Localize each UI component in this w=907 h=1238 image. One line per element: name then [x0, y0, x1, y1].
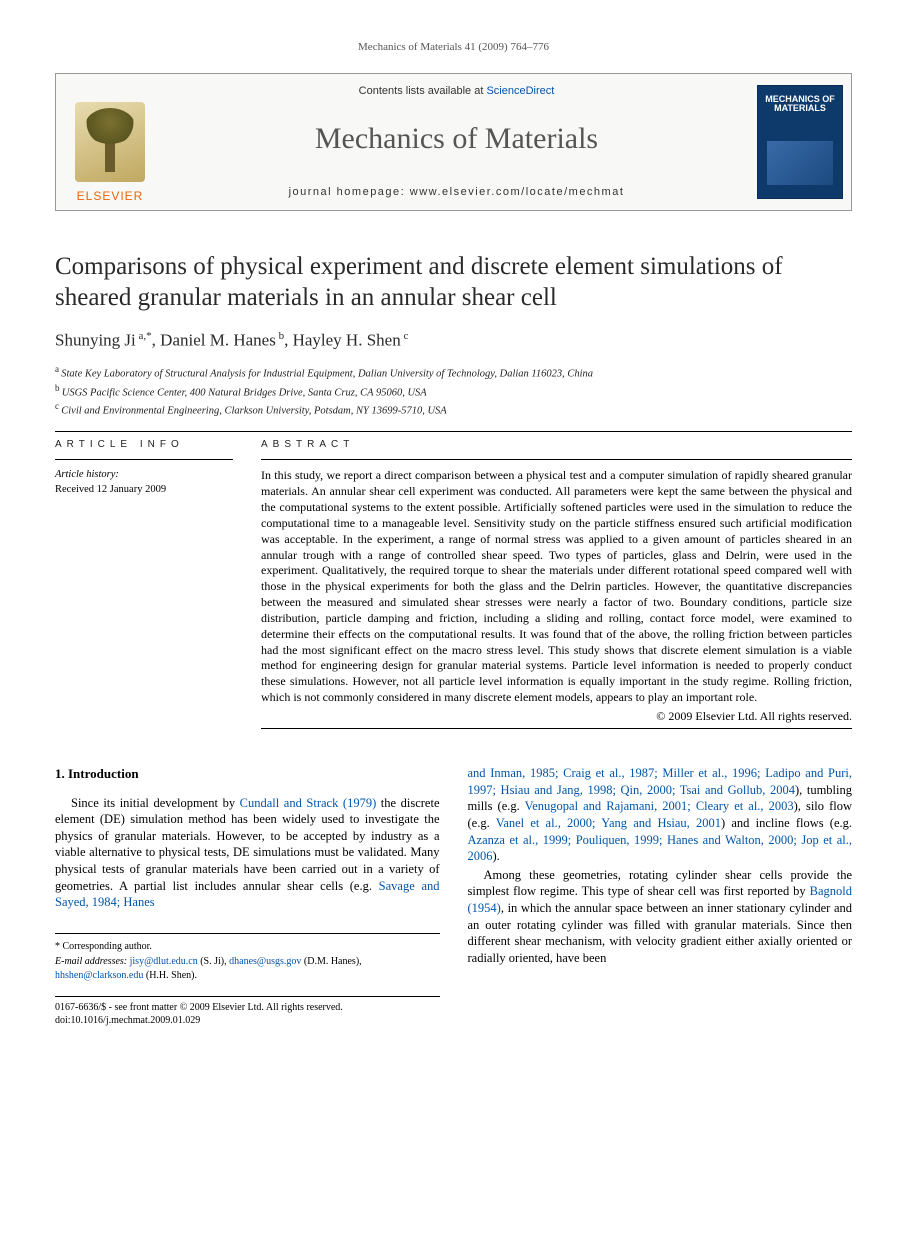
- contents-available-line: Contents lists available at ScienceDirec…: [359, 84, 555, 99]
- affiliation-text: USGS Pacific Science Center, 400 Natural…: [62, 387, 427, 398]
- email-link[interactable]: dhanes@usgs.gov: [229, 956, 301, 967]
- history-label: Article history:: [55, 468, 233, 482]
- cover-art-placeholder: [767, 141, 833, 185]
- journal-homepage-line: journal homepage: www.elsevier.com/locat…: [289, 185, 625, 200]
- intro-para-right-1: and Inman, 1985; Craig et al., 1987; Mil…: [468, 765, 853, 865]
- article-title: Comparisons of physical experiment and d…: [55, 251, 852, 314]
- body-text: ).: [493, 849, 500, 863]
- abstract-bottom-rule: [261, 728, 852, 729]
- article-info-head: ARTICLE INFO: [55, 438, 233, 452]
- abstract-rule: [261, 459, 852, 460]
- bottom-rule: [55, 996, 440, 997]
- email-addresses: E-mail addresses: jisy@dlut.edu.cn (S. J…: [55, 955, 440, 982]
- body-col-right: and Inman, 1985; Craig et al., 1987; Mil…: [468, 765, 853, 1027]
- author-affil-sup: b: [276, 330, 284, 342]
- citation-link[interactable]: Vanel et al., 2000; Yang and Hsiau, 2001: [496, 816, 721, 830]
- abstract-head: ABSTRACT: [261, 438, 852, 452]
- emails-label: E-mail addresses:: [55, 956, 127, 967]
- elsevier-tree-icon: [75, 102, 145, 182]
- cover-title-text: MECHANICS OF MATERIALS: [757, 95, 843, 114]
- authors-line: Shunying Ji a,*, Daniel M. Hanes b, Hayl…: [55, 329, 852, 353]
- publisher-name: ELSEVIER: [77, 188, 144, 204]
- email-owner: (H.H. Shen).: [143, 970, 197, 981]
- doi-line: doi:10.1016/j.mechmat.2009.01.029: [55, 1014, 440, 1027]
- doi-block: 0167-6636/$ - see front matter © 2009 El…: [55, 1001, 440, 1027]
- abstract-column: ABSTRACT In this study, we report a dire…: [261, 438, 852, 737]
- body-columns: 1. Introduction Since its initial develo…: [55, 765, 852, 1027]
- author-affil-sup: a,*: [136, 330, 152, 342]
- author-sep: ,: [284, 331, 293, 350]
- affiliations: a State Key Laboratory of Structural Ana…: [55, 363, 852, 419]
- citation-link[interactable]: Azanza et al., 1999; Pouliquen, 1999; Ha…: [468, 833, 853, 864]
- body-text: Among these geometries, rotating cylinde…: [468, 868, 853, 899]
- author-affil-sup: c: [401, 330, 409, 342]
- abstract-copyright: © 2009 Elsevier Ltd. All rights reserved…: [261, 708, 852, 724]
- section-title: Introduction: [68, 766, 139, 781]
- email-owner: (D.M. Hanes),: [301, 956, 361, 967]
- sciencedirect-link[interactable]: ScienceDirect: [486, 85, 554, 97]
- section-heading: 1. Introduction: [55, 765, 440, 783]
- journal-title: Mechanics of Materials: [315, 119, 598, 160]
- received-date: Received 12 January 2009: [55, 484, 166, 495]
- body-col-left: 1. Introduction Since its initial develo…: [55, 765, 440, 1027]
- divider-rule: [55, 431, 852, 432]
- masthead-center: Contents lists available at ScienceDirec…: [164, 74, 749, 210]
- author-name: Daniel M. Hanes: [160, 331, 276, 350]
- corresponding-author-note: * Corresponding author.: [55, 940, 440, 954]
- intro-para-left: Since its initial development by Cundall…: [55, 795, 440, 911]
- affiliation-line: c Civil and Environmental Engineering, C…: [55, 400, 852, 419]
- front-matter-line: 0167-6636/$ - see front matter © 2009 El…: [55, 1001, 440, 1014]
- citation-link[interactable]: Venugopal and Rajamani, 2001; Cleary et …: [525, 799, 794, 813]
- info-rule: [55, 459, 233, 460]
- affiliation-text: State Key Laboratory of Structural Analy…: [61, 368, 593, 379]
- affiliation-line: b USGS Pacific Science Center, 400 Natur…: [55, 382, 852, 401]
- info-abstract-row: ARTICLE INFO Article history: Received 1…: [55, 438, 852, 737]
- author-name: Shunying Ji: [55, 331, 136, 350]
- abstract-text: In this study, we report a direct compar…: [261, 468, 852, 705]
- affiliation-line: a State Key Laboratory of Structural Ana…: [55, 363, 852, 382]
- intro-para-right-2: Among these geometries, rotating cylinde…: [468, 867, 853, 967]
- affiliation-sup: b: [55, 383, 62, 393]
- author-name: Hayley H. Shen: [293, 331, 401, 350]
- article-info-column: ARTICLE INFO Article history: Received 1…: [55, 438, 233, 737]
- section-number: 1.: [55, 766, 65, 781]
- affiliation-text: Civil and Environmental Engineering, Cla…: [61, 406, 446, 417]
- body-text: , in which the annular space between an …: [468, 901, 853, 965]
- cover-thumb-wrap: MECHANICS OF MATERIALS: [749, 74, 851, 210]
- journal-cover-thumbnail: MECHANICS OF MATERIALS: [757, 85, 843, 199]
- publisher-block: ELSEVIER: [56, 74, 164, 210]
- body-text: Since its initial development by: [71, 796, 240, 810]
- article-history: Article history: Received 12 January 200…: [55, 468, 233, 496]
- email-owner: (S. Ji),: [198, 956, 227, 967]
- footnote-block: * Corresponding author. E-mail addresses…: [55, 933, 440, 983]
- author-sep: ,: [152, 331, 161, 350]
- email-link[interactable]: hhshen@clarkson.edu: [55, 970, 143, 981]
- body-text: ) and incline flows (e.g.: [721, 816, 852, 830]
- email-link[interactable]: jisy@dlut.edu.cn: [130, 956, 198, 967]
- citation-link[interactable]: Cundall and Strack (1979): [240, 796, 377, 810]
- contents-prefix: Contents lists available at: [359, 85, 487, 97]
- running-head: Mechanics of Materials 41 (2009) 764–776: [55, 40, 852, 55]
- journal-masthead: ELSEVIER Contents lists available at Sci…: [55, 73, 852, 211]
